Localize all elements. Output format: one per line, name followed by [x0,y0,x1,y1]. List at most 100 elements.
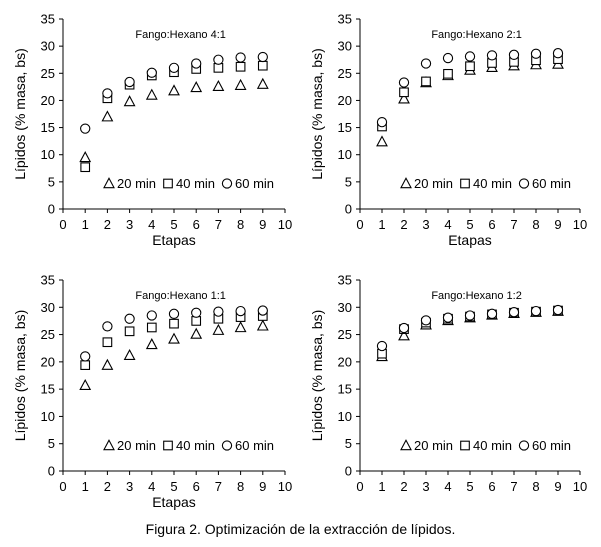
series-20-min [79,319,269,391]
y-tick-label: 5 [345,174,352,189]
series-60-min [80,305,268,362]
data-point [102,337,113,348]
x-tick-label: 1 [82,479,89,494]
y-axis-label: Lípidos (% masa, bs) [12,48,28,180]
chart-title: Fango:Hexano 4:1 [135,29,226,41]
x-tick-label: 2 [400,479,407,494]
y-tick-label: 15 [338,120,352,135]
legend-marker [163,440,173,451]
data-point [123,95,136,107]
x-tick-label: 4 [444,217,451,232]
data-point [79,378,92,391]
chart-title: Fango:Hexano 2:1 [431,29,522,41]
data-point [398,77,410,88]
legend-marker [400,439,412,451]
figure-caption: Figura 2. Optimización de la extracción … [145,521,456,537]
y-tick-label: 15 [41,120,55,135]
series-60-min [80,51,268,134]
y-tick-label: 15 [41,382,55,397]
data-point [168,62,180,74]
x-tick-label: 7 [510,217,517,232]
y-tick-label: 10 [41,409,55,424]
y-tick-label: 0 [345,464,352,479]
data-point [234,78,247,90]
data-point [235,61,246,72]
data-point [508,307,520,318]
legend-marker [460,440,470,451]
x-tick-label: 8 [237,479,244,494]
y-tick-label: 0 [345,202,352,217]
data-point [191,58,202,69]
legend-label: 40 min [176,438,215,453]
x-tick-label: 6 [193,217,200,232]
legend-label: 60 min [235,438,274,453]
x-tick-label: 5 [466,479,473,494]
y-axis-label: Lípidos (% masa, bs) [309,310,325,442]
y-tick-label: 30 [338,300,352,315]
data-point [420,58,432,69]
legend-marker [518,440,530,451]
series-60-min [376,304,564,352]
x-tick-label: 9 [259,217,266,232]
x-tick-label: 6 [193,479,200,494]
x-tick-label: 9 [554,479,561,494]
data-point [190,81,203,93]
legend-label: 20 min [117,176,156,191]
y-tick-label: 35 [41,12,55,27]
data-point [80,360,91,370]
legend-marker [400,177,412,189]
data-point [398,322,410,334]
x-tick-label: 1 [378,217,385,232]
data-point [376,116,388,128]
data-point [124,326,135,337]
legend-marker [460,178,470,189]
data-point [257,51,268,63]
chart-title: Fango:Hexano 1:2 [431,290,522,302]
data-point [257,305,268,316]
legend: 20 min 40 min 60 min [103,438,274,453]
data-point [80,351,91,362]
data-point [146,310,157,321]
x-tick-label: 0 [356,217,363,232]
x-tick-label: 3 [126,479,133,494]
y-tick-label: 25 [338,327,352,342]
data-point [442,312,454,323]
data-point [399,87,409,98]
y-tick-label: 20 [338,93,352,108]
x-tick-label: 10 [573,479,587,494]
x-axis-label: Etapas [152,494,196,510]
legend-label: 40 min [176,176,215,191]
data-point [464,51,476,62]
x-tick-label: 3 [422,479,429,494]
data-point [102,88,113,99]
legend-label: 60 min [532,438,571,453]
data-point [530,48,542,59]
legend-marker [163,178,173,189]
chart-title: Fango:Hexano 1:1 [135,290,226,302]
y-tick-label: 25 [41,327,55,342]
data-point [146,67,157,78]
legend-marker [103,177,115,189]
data-point [213,54,224,65]
y-tick-label: 5 [48,174,55,189]
legend-label: 20 min [117,438,156,453]
x-tick-label: 9 [259,479,266,494]
x-tick-label: 9 [554,217,561,232]
data-point [124,76,135,88]
y-tick-label: 30 [41,39,55,54]
legend-marker [518,178,530,189]
x-tick-label: 4 [444,479,451,494]
x-tick-label: 10 [573,217,587,232]
x-tick-label: 8 [532,479,539,494]
data-point [465,61,475,72]
data-point [146,322,157,333]
legend-marker [221,178,233,189]
series-20-min [79,77,269,163]
data-point [508,49,520,60]
x-tick-label: 5 [170,217,177,232]
legend-label: 60 min [235,176,274,191]
data-point [486,50,498,61]
data-point [376,135,388,147]
data-point [398,92,410,104]
